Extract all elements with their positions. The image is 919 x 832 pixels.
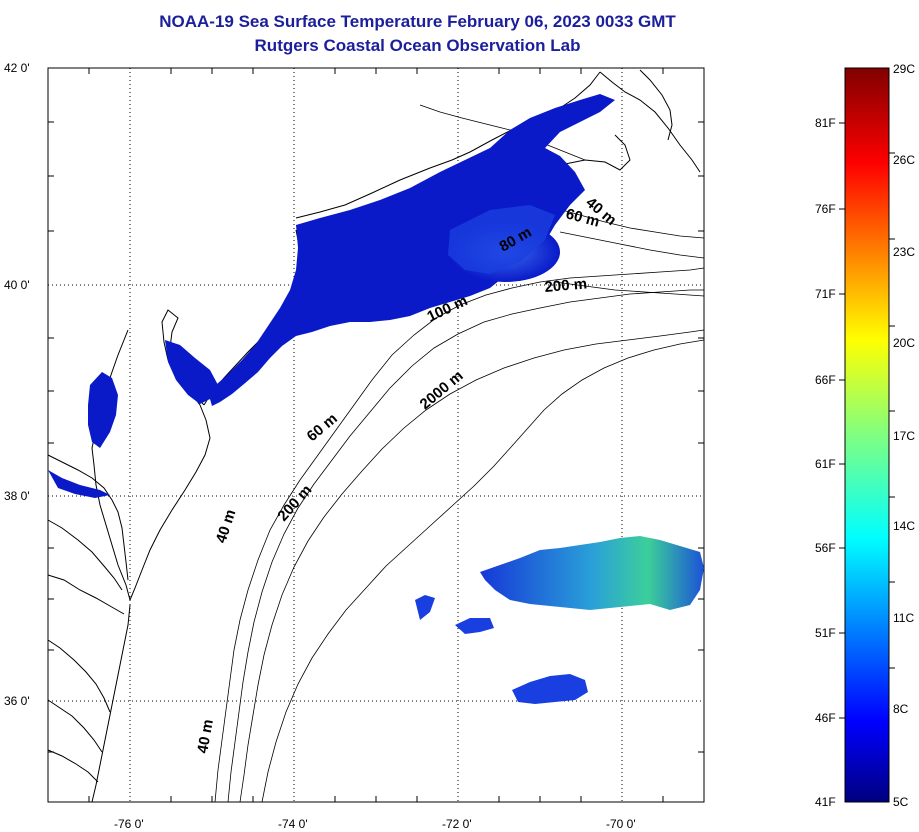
lon-tick-label: -72 0' <box>442 817 472 831</box>
colorbar-celsius-label: 5C <box>893 795 909 809</box>
colorbar-celsius-label: 14C <box>893 519 915 533</box>
lat-tick-label: 38 0' <box>4 489 30 503</box>
colorbar-fahrenheit-label: 56F <box>815 541 836 555</box>
colorbar-fahrenheit-label: 61F <box>815 457 836 471</box>
colorbar-celsius-label: 17C <box>893 429 915 443</box>
contour-label: 40 m <box>194 718 217 755</box>
colorbar-ticks <box>839 122 895 719</box>
colorbar-fahrenheit-label: 51F <box>815 626 836 640</box>
colorbar-fahrenheit-label: 71F <box>815 287 836 301</box>
bathymetry-contours <box>214 104 705 803</box>
lat-tick-label: 40 0' <box>4 278 30 292</box>
lon-tick-label: -70 0' <box>606 817 636 831</box>
colorbar-celsius-label: 11C <box>893 611 914 625</box>
colorbar-fahrenheit-label: 76F <box>815 202 836 216</box>
sst-data-patches <box>48 94 704 704</box>
colorbar-celsius-label: 26C <box>893 153 915 167</box>
colorbar-fahrenheit-label: 46F <box>815 711 836 725</box>
lon-tick-label: -76 0' <box>114 817 144 831</box>
colorbar <box>844 67 890 803</box>
colorbar-celsius-label: 23C <box>893 245 915 259</box>
colorbar-fahrenheit-label: 41F <box>815 795 836 809</box>
lat-tick-label: 42 0' <box>4 61 30 75</box>
colorbar-fahrenheit-label: 81F <box>815 116 836 130</box>
axis-minor-ticks <box>48 68 704 802</box>
map-title: NOAA-19 Sea Surface Temperature February… <box>159 12 676 31</box>
colorbar-celsius-label: 29C <box>893 62 915 76</box>
lat-tick-label: 36 0' <box>4 694 30 708</box>
colorbar-celsius-label: 8C <box>893 702 909 716</box>
lon-tick-label: -74 0' <box>278 817 308 831</box>
contour-label: 200 m <box>544 275 588 296</box>
colorbar-fahrenheit-label: 66F <box>815 373 836 387</box>
map-subtitle: Rutgers Coastal Ocean Observation Lab <box>254 36 581 55</box>
colorbar-celsius-label: 20C <box>893 336 915 350</box>
map-frame <box>47 67 705 803</box>
